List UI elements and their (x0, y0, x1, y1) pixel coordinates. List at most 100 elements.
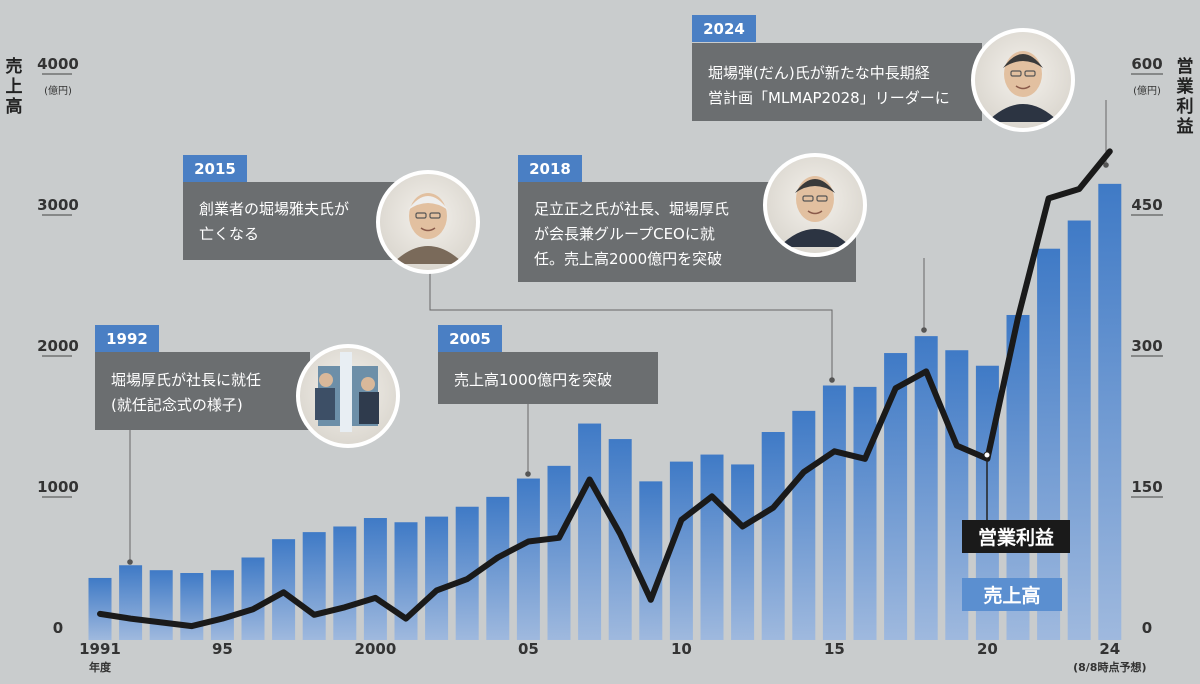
bar-2018 (914, 336, 938, 640)
annotation-box-2005 (438, 352, 658, 404)
bar-2013 (761, 432, 785, 640)
annotation-year-2024: 2024 (703, 20, 745, 38)
bar-1992 (119, 565, 143, 640)
x-tick-2005: 05 (518, 640, 539, 658)
photo-glasses-left (1010, 70, 1022, 77)
x-tick-1991: 1991 (79, 640, 121, 658)
photo-glasses-right (429, 212, 441, 219)
annotation-year-tag-1992 (95, 325, 159, 352)
annotation-year-tag-2015 (183, 155, 247, 182)
bar-2006 (547, 465, 571, 640)
portrait-ring-2024 (971, 28, 1075, 132)
bar-1999 (333, 526, 357, 640)
photo-person-head-2 (361, 377, 375, 391)
annotation-dot-2015 (829, 377, 835, 383)
right-axis-tick-150: 150 (1131, 478, 1162, 496)
photo-glasses-right (1024, 70, 1036, 77)
left-axis-unit: (億円) (44, 84, 72, 97)
series-label-sales: 売上高 (983, 584, 1040, 607)
series-label-box-profit (962, 520, 1070, 553)
annotation-text-2015-1: 創業者の堀場雅夫氏が (199, 200, 349, 218)
annotation-year-tag-2018 (518, 155, 582, 182)
bar-2007 (578, 423, 602, 640)
left-axis-tick-0: 0 (53, 619, 63, 637)
annotation-text-2015-2: 亡くなる (199, 225, 259, 243)
x-tick-1995: 95 (212, 640, 233, 658)
bar-2021 (1006, 314, 1030, 640)
bar-1998 (302, 532, 326, 640)
annotation-dot-2018 (921, 327, 927, 333)
left-axis-title: 売上高 (6, 56, 23, 117)
annotation-text-2005-1: 売上高1000億円を突破 (454, 371, 612, 389)
x-tick-2000: 2000 (355, 640, 397, 658)
annotation-year-tag-2024 (692, 15, 756, 42)
annotation-connector-2015 (429, 264, 833, 380)
right-axis-unit: (億円) (1133, 84, 1161, 97)
photo-shoulders (987, 104, 1059, 122)
series-label-box-sales (962, 578, 1062, 611)
annotation-box-2024 (692, 43, 982, 121)
x-tick-sub-1991: 年度 (89, 660, 112, 674)
bar-2003 (455, 506, 479, 640)
left-axis-tick-3000: 3000 (37, 196, 79, 214)
bar-1993 (149, 570, 173, 640)
bar-1995 (210, 570, 234, 640)
x-tick-2020: 20 (977, 640, 998, 658)
photo-hair (1003, 54, 1043, 68)
bar-2024 (1098, 183, 1122, 640)
portrait-photo-2018 (765, 155, 865, 255)
x-tick-2010: 10 (671, 640, 692, 658)
left-axis-tick-4000: 4000 (37, 55, 79, 73)
bar-1996 (241, 557, 265, 640)
right-axis-tick-0: 0 (1142, 619, 1152, 637)
annotation-dot-2005 (525, 471, 531, 477)
bar-2017 (884, 353, 908, 640)
annotation-box-1992 (95, 352, 310, 430)
photo-person-body-2 (359, 392, 379, 424)
x-tick-2024: 24 (1099, 640, 1120, 658)
bar-2023 (1067, 220, 1091, 640)
bar-1991 (88, 577, 112, 640)
photo-smile (1015, 85, 1031, 90)
right-axis-tick-600: 600 (1131, 55, 1162, 73)
annotation-text-2024-1: 堀場弾(だん)氏が新たな中長期経 (708, 64, 930, 82)
portrait-photo-2015 (378, 172, 478, 272)
bar-2012 (731, 464, 755, 640)
annotation-dot-1992 (127, 559, 133, 565)
annotation-year-2005: 2005 (449, 330, 491, 348)
photo-glasses-left (802, 195, 814, 202)
annotation-year-tag-2005 (438, 325, 502, 352)
right-axis-tick-300: 300 (1131, 337, 1162, 355)
annotation-text-2018-3: 任。売上高2000億円を突破 (534, 250, 722, 268)
bar-2014 (792, 410, 816, 640)
photo-banner (340, 352, 352, 432)
right-axis-title: 営業利益 (1177, 56, 1194, 137)
bar-2002 (425, 516, 449, 640)
annotation-text-1992-2: (就任記念式の様子) (111, 396, 243, 414)
bar-2016 (853, 386, 877, 640)
x-tick-sub-2024: (8/8時点予想) (1073, 660, 1146, 674)
bar-2009 (639, 481, 663, 640)
annotation-text-2018-2: が会長兼グループCEOに就 (534, 225, 715, 243)
annotation-text-2024-2: 営計画「MLMAP2028」リーダーに (708, 89, 950, 107)
annotation-year-2015: 2015 (194, 160, 236, 178)
left-axis-tick-1000: 1000 (37, 478, 79, 496)
portrait-photo-2024 (973, 30, 1073, 130)
portrait-ring-2018 (763, 153, 867, 257)
portrait-ring-1992 (296, 344, 400, 448)
photo-glasses-right (816, 195, 828, 202)
bar-2000 (363, 518, 387, 640)
photo-glasses-left (415, 212, 427, 219)
annotation-text-1992-1: 堀場厚氏が社長に就任 (111, 371, 261, 389)
portrait-ring-2015 (376, 170, 480, 274)
x-tick-2015: 15 (824, 640, 845, 658)
bar-2019 (945, 350, 969, 640)
annotation-year-2018: 2018 (529, 160, 571, 178)
photo-smile (807, 210, 823, 215)
photo-smile (420, 227, 436, 232)
photo-hair (795, 179, 835, 193)
photo-shoulders (779, 229, 851, 247)
bar-2010 (669, 461, 693, 640)
right-axis-tick-450: 450 (1131, 196, 1162, 214)
